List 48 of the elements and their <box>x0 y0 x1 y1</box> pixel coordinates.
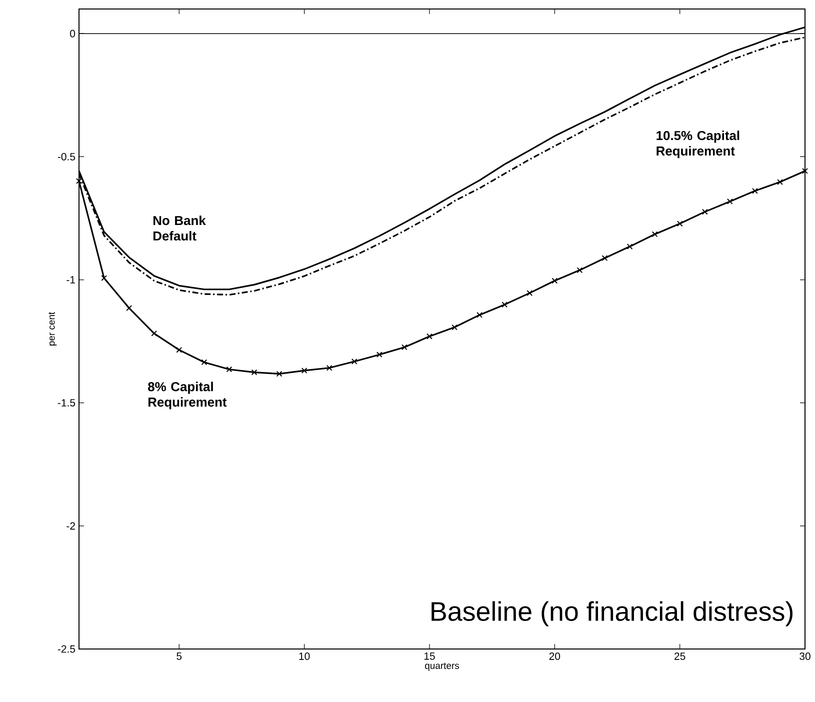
point <box>101 275 107 282</box>
point <box>201 359 208 366</box>
x-tick-label: 10 <box>299 652 310 660</box>
point <box>401 344 408 350</box>
point <box>452 324 458 330</box>
series-label: 8% Capital Requirement <box>148 382 227 410</box>
point <box>351 358 358 364</box>
x-tick-label: 5 <box>176 652 182 660</box>
y-tick-label: -2 <box>66 522 75 530</box>
point <box>502 302 508 308</box>
x-tick-label: 20 <box>549 652 560 660</box>
y-tick-label: -0.5 <box>58 152 76 160</box>
point <box>76 178 82 184</box>
point <box>476 312 483 318</box>
point <box>151 330 158 336</box>
point <box>602 255 608 262</box>
x-axis-title: quarters <box>425 662 460 671</box>
point <box>777 179 783 186</box>
text: No Bank Default <box>153 216 206 241</box>
point <box>576 267 583 274</box>
point <box>326 364 332 371</box>
y-tick-label: -2.5 <box>58 645 76 653</box>
point <box>702 208 708 215</box>
y-axis-title: per cent <box>48 312 57 346</box>
point <box>552 278 558 284</box>
point <box>276 370 282 377</box>
y-tick-label: 0 <box>70 30 76 38</box>
point <box>526 290 533 296</box>
point <box>802 168 808 174</box>
x-tick-label: 15 <box>424 652 435 660</box>
point <box>301 368 308 374</box>
point <box>251 369 258 376</box>
point <box>226 366 232 372</box>
point <box>726 198 733 204</box>
point <box>376 352 382 358</box>
point <box>626 244 633 250</box>
annotation: Baseline (no financial distress) <box>432 601 792 626</box>
point <box>126 305 132 312</box>
point <box>676 220 683 227</box>
x-tick-label: 25 <box>674 652 686 660</box>
point <box>652 231 658 238</box>
point <box>176 346 182 353</box>
x-tick-label: 30 <box>800 652 810 660</box>
text: 10.5% Capital Requirement <box>656 130 740 158</box>
point <box>752 188 758 194</box>
y-tick-label: -1 <box>66 276 75 284</box>
y-tick-label: -1.5 <box>58 399 76 406</box>
point <box>426 333 432 340</box>
